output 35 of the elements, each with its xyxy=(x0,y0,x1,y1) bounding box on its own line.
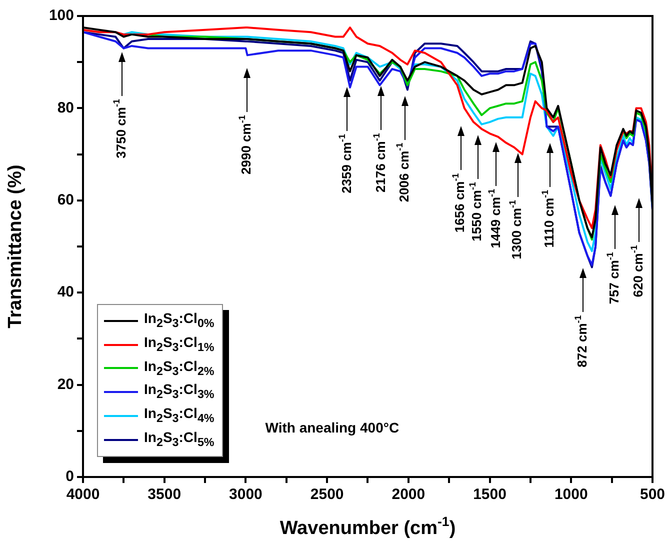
annotation: 2006 cm-1 xyxy=(394,142,412,202)
x-tick-label: 3500 xyxy=(148,486,182,504)
legend-label: In$_{2}$S$_{3}$:Cl$_{0%}$ xyxy=(144,309,214,332)
annotation: 1449 cm-1 xyxy=(486,188,504,248)
legend-label: In$_{2}$S$_{3}$:Cl$_{4%}$ xyxy=(144,404,214,427)
legend-label: In$_{2}$S$_{3}$:Cl$_{1%}$ xyxy=(144,332,214,356)
y-tick-label: 0 xyxy=(66,468,74,486)
x-tick-label: 2500 xyxy=(310,486,344,504)
x-tick-label: 4000 xyxy=(66,486,100,504)
y-tick-label: 100 xyxy=(48,7,74,24)
x-tick-label: 1000 xyxy=(554,486,588,504)
annotation: 1300 cm-1 xyxy=(507,200,524,260)
annotation: 757 cm-1 xyxy=(604,252,622,304)
y-tick-label: 20 xyxy=(57,376,74,393)
x-tick-label: 500 xyxy=(640,486,665,504)
annotation: 1656 cm-1 xyxy=(450,173,468,233)
y-tick-label: 80 xyxy=(57,99,74,116)
y-axis-title: Transmittance (%) xyxy=(5,164,26,328)
legend-label: In$_{2}$S$_{3}$:Cl$_{2%}$ xyxy=(144,356,214,380)
annotation: With anealing 400°C xyxy=(265,419,400,436)
annotation: 1550 cm-1 xyxy=(468,182,484,242)
annotation: 620 cm-1 xyxy=(628,245,646,298)
legend-label: In$_{2}$S$_{3}$:Cl$_{3%}$ xyxy=(144,380,214,404)
legend-label: In$_{2}$S$_{3}$:Cl$_{5%}$ xyxy=(144,428,214,451)
annotation: 872 cm-1 xyxy=(572,315,590,368)
annotation: 1110 cm-1 xyxy=(540,190,557,248)
annotation: 2990 cm-1 xyxy=(236,115,254,174)
x-tick-label: 1500 xyxy=(473,486,506,504)
y-tick-label: 60 xyxy=(57,192,74,209)
x-tick-label: 2000 xyxy=(392,486,426,504)
annotation: 3750 cm-1 xyxy=(112,98,128,158)
annotation: 2359 cm-1 xyxy=(337,134,354,194)
x-tick-label: 3000 xyxy=(229,486,262,504)
annotation: 2176 cm-1 xyxy=(371,133,388,192)
y-tick-label: 40 xyxy=(57,284,74,301)
